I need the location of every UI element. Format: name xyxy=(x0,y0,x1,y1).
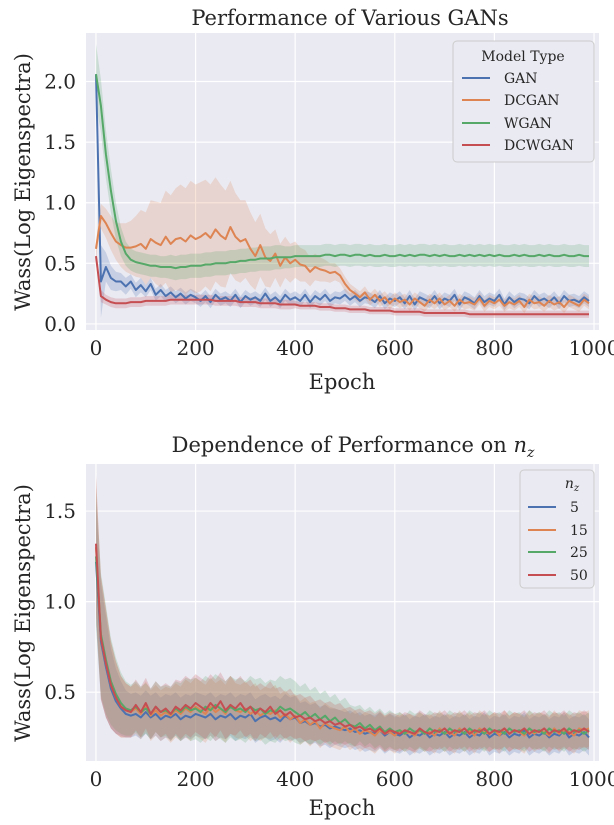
y-tick-label: 0.0 xyxy=(44,312,76,336)
y-tick-label: 1.0 xyxy=(44,191,76,215)
chart-1-lines xyxy=(95,74,590,316)
x-tick-label: 800 xyxy=(475,767,513,791)
line-series-dcgan xyxy=(95,215,590,308)
chart-1: Performance of Various GANs 0 200 400 600 80… xyxy=(11,6,614,394)
legend-label-nz-50: 50 xyxy=(570,568,588,584)
chart-2-lines xyxy=(95,543,590,739)
legend-label-wgan: WGAN xyxy=(504,116,552,132)
x-tick-label: 400 xyxy=(276,336,314,360)
line-series-dcwgan xyxy=(95,255,589,316)
x-tick-label: 0 xyxy=(90,336,103,360)
legend-label-dcwgan: DCWGAN xyxy=(504,138,574,154)
chart-2: Dependence of Performance on nz 0 200 400 6… xyxy=(11,433,614,820)
band-series-dcgan xyxy=(96,177,589,313)
chart-1-title: Performance of Various GANs xyxy=(191,6,508,30)
chart-1-legend: Model Type GAN DCGAN WGAN DCWGAN xyxy=(452,40,595,163)
chart-2-legend-title-var: n xyxy=(565,476,574,492)
chart-2-title-main: Dependence of Performance on xyxy=(172,433,514,457)
x-tick-label: 600 xyxy=(376,336,414,360)
chart-1-x-axis-label: Epoch xyxy=(309,370,376,394)
y-tick-label: 0.5 xyxy=(44,680,76,704)
chart-2-title-sub: z xyxy=(526,445,535,461)
chart-1-legend-title: Model Type xyxy=(481,49,564,65)
chart-1-y-axis-label: Wass(Log Eigenspectra) xyxy=(11,53,35,311)
x-tick-label: 1000 xyxy=(569,336,614,360)
chart-2-y-ticks: 0.5 1.0 1.5 xyxy=(44,499,76,704)
legend-label-nz-15: 15 xyxy=(570,523,588,539)
chart-1-x-ticks: 0 200 400 600 800 1000 xyxy=(90,336,614,360)
legend-label-dcgan: DCGAN xyxy=(504,93,559,109)
y-tick-label: 1.5 xyxy=(44,130,76,154)
y-tick-label: 1.0 xyxy=(44,590,76,614)
legend-label-gan: GAN xyxy=(504,71,538,87)
chart-2-y-axis-label: Wass(Log Eigenspectra) xyxy=(11,484,35,742)
band-series-25 xyxy=(96,487,589,752)
chart-2-legend: nz 5 15 25 50 xyxy=(519,469,595,589)
x-tick-label: 200 xyxy=(176,336,214,360)
x-tick-label: 800 xyxy=(475,336,513,360)
x-tick-label: 400 xyxy=(276,767,314,791)
x-tick-label: 200 xyxy=(176,767,214,791)
x-tick-label: 0 xyxy=(90,767,103,791)
legend-label-nz-25: 25 xyxy=(570,545,588,561)
chart-2-title: Dependence of Performance on nz xyxy=(172,433,535,461)
chart-2-legend-box xyxy=(519,469,595,589)
legend-label-nz-5: 5 xyxy=(570,500,579,516)
y-tick-label: 1.5 xyxy=(44,499,76,523)
chart-2-title-var: n xyxy=(513,433,527,457)
line-series-gan xyxy=(95,74,590,306)
band-series-wgan xyxy=(96,43,589,281)
x-tick-label: 1000 xyxy=(569,767,614,791)
band-series-15 xyxy=(96,478,589,754)
chart-2-legend-title: nz xyxy=(565,476,580,494)
chart-1-y-ticks: 0.0 0.5 1.0 1.5 2.0 xyxy=(44,69,76,335)
line-series-wgan xyxy=(95,74,589,270)
chart-1-legend-box xyxy=(452,40,595,163)
chart-2-grid xyxy=(86,464,599,761)
y-tick-label: 2.0 xyxy=(44,69,76,93)
line-series-50 xyxy=(95,543,590,735)
band-series-gan xyxy=(96,69,589,318)
band-series-50 xyxy=(96,474,589,752)
y-tick-label: 0.5 xyxy=(44,251,76,275)
x-tick-label: 600 xyxy=(376,767,414,791)
chart-2-x-axis-label: Epoch xyxy=(309,796,376,820)
chart-2-legend-title-sub: z xyxy=(573,483,580,494)
chart-2-x-ticks: 0 200 400 600 800 1000 xyxy=(90,767,614,791)
